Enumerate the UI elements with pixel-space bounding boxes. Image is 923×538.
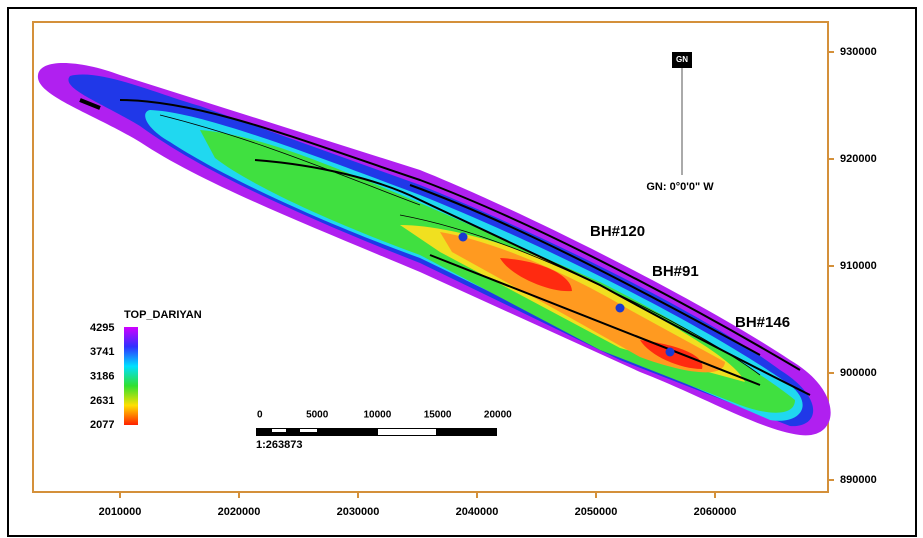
y-tick-label: 910000 — [840, 260, 877, 272]
y-tick-label: 930000 — [840, 46, 877, 58]
x-tick-label: 2050000 — [575, 506, 618, 518]
well-label: BH#146 — [735, 314, 790, 331]
scale-bar-segment — [378, 429, 436, 435]
scale-bar-segment — [300, 429, 317, 432]
north-arrow-label: GN — [676, 55, 688, 64]
y-tick-label: 890000 — [840, 474, 877, 486]
well-marker — [458, 232, 468, 242]
well-marker — [615, 303, 625, 313]
color-bar — [124, 327, 138, 425]
scale-bar — [256, 428, 497, 436]
well-label: BH#120 — [590, 223, 645, 240]
x-tick-label: 2040000 — [456, 506, 499, 518]
x-tick-label: 2020000 — [218, 506, 261, 518]
legend-label: 4295 — [90, 322, 114, 334]
scale-label: 10000 — [363, 410, 391, 421]
scale-label: 0 — [257, 410, 263, 421]
legend-title: TOP_DARIYAN — [124, 309, 202, 321]
legend-label: 3741 — [90, 346, 114, 358]
declination-label: GN: 0°0'0" W — [646, 181, 714, 193]
well-label: BH#91 — [652, 263, 699, 280]
structure-surface — [37, 62, 831, 436]
y-tick-label: 920000 — [840, 153, 877, 165]
scale-ratio: 1:263873 — [256, 439, 303, 451]
contour-band — [500, 258, 703, 369]
north-arrow-box — [672, 52, 692, 68]
scale-label: 15000 — [424, 410, 452, 421]
legend-label: 2631 — [90, 395, 114, 407]
outer-border — [7, 7, 917, 537]
x-tick-label: 2010000 — [99, 506, 142, 518]
x-tick-label: 2060000 — [694, 506, 737, 518]
map-frame — [32, 21, 829, 493]
x-tick-label: 2030000 — [337, 506, 380, 518]
scale-bar-segment — [272, 429, 286, 432]
well-marker — [665, 347, 675, 357]
y-tick-label: 900000 — [840, 367, 877, 379]
contour-lines — [79, 98, 811, 396]
legend-label: 3186 — [90, 371, 114, 383]
scale-label: 20000 — [484, 410, 512, 421]
legend-label: 2077 — [90, 419, 114, 431]
scale-label: 5000 — [306, 410, 329, 421]
